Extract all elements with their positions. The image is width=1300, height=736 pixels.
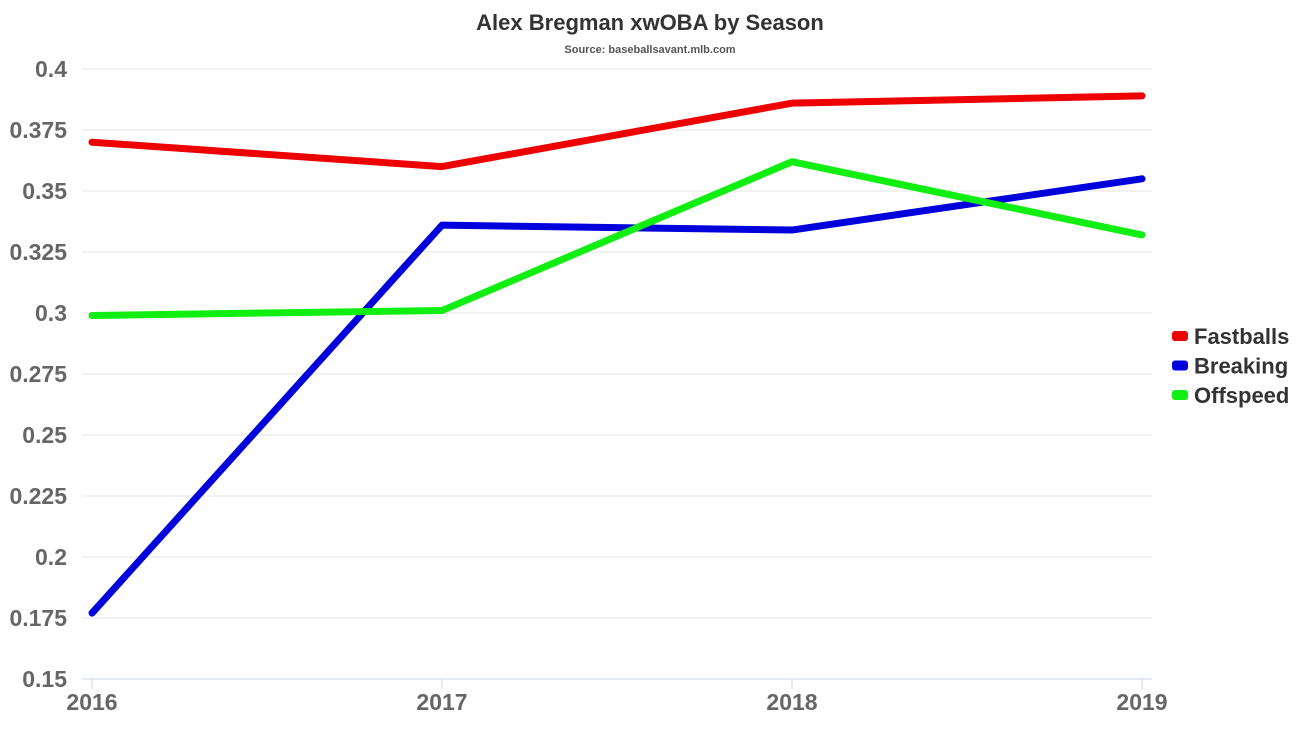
y-tick-label: 0.275 bbox=[9, 361, 67, 387]
y-tick-label: 0.35 bbox=[22, 178, 67, 204]
y-axis: 0.15 0.175 0.2 0.225 0.25 0.275 0.3 0.325 0.35 0.… bbox=[9, 56, 67, 692]
y-tick-label: 0.375 bbox=[9, 117, 67, 143]
series bbox=[88, 92, 1146, 617]
legend: Fastballs Breaking Offspeed bbox=[1172, 324, 1289, 408]
x-tick-label: 2017 bbox=[416, 689, 467, 715]
y-tick-label: 0.15 bbox=[22, 666, 67, 692]
series-line-fastballs bbox=[88, 92, 1146, 171]
y-tick-label: 0.2 bbox=[35, 544, 67, 570]
y-tick-label: 0.3 bbox=[35, 300, 67, 326]
legend-label-breaking: Breaking bbox=[1194, 354, 1288, 379]
chart-subtitle: Source: baseballsavant.mlb.com bbox=[564, 44, 735, 56]
x-tick-label: 2016 bbox=[66, 689, 117, 715]
y-tick-label: 0.25 bbox=[22, 422, 67, 448]
legend-swatch-breaking bbox=[1172, 360, 1188, 371]
series-line-breaking bbox=[88, 175, 1146, 617]
x-tick-label: 2018 bbox=[766, 689, 817, 715]
legend-swatch-fastballs bbox=[1172, 331, 1188, 341]
y-tick-label: 0.175 bbox=[9, 605, 67, 631]
y-tick-label: 0.225 bbox=[9, 483, 67, 509]
chart-title: Alex Bregman xwOBA by Season bbox=[476, 10, 824, 35]
y-tick-label: 0.325 bbox=[9, 239, 67, 265]
legend-label-fastballs: Fastballs bbox=[1194, 324, 1289, 349]
series-line-offspeed bbox=[88, 158, 1146, 319]
x-tick-label: 2019 bbox=[1116, 689, 1167, 715]
y-tick-label: 0.4 bbox=[35, 56, 67, 82]
legend-swatch-offspeed bbox=[1172, 390, 1188, 400]
x-axis: 2016 2017 2018 2019 bbox=[66, 678, 1168, 715]
legend-label-offspeed: Offspeed bbox=[1194, 383, 1289, 408]
